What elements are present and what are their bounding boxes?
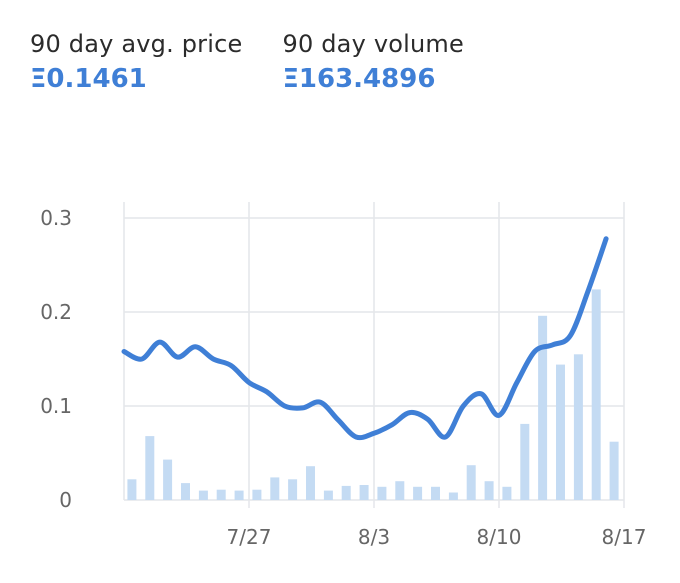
volume-bar bbox=[609, 441, 619, 500]
avg-price-stat: 90 day avg. price Ξ0.1461 bbox=[30, 30, 242, 94]
price-line-layer bbox=[121, 236, 609, 441]
volume-bar bbox=[163, 459, 173, 500]
volume-bar bbox=[270, 477, 280, 500]
avg-price-label: 90 day avg. price bbox=[30, 30, 243, 58]
volume-bar bbox=[181, 483, 190, 500]
y-axis-ticks: 0 0.1 0.2 0.3 bbox=[40, 206, 72, 512]
volume-bar bbox=[341, 485, 351, 500]
y-tick-label: 0.1 bbox=[40, 394, 72, 418]
avg-price-value: Ξ0.1461 bbox=[30, 64, 147, 94]
volume-bars bbox=[127, 289, 619, 500]
volume-bar bbox=[145, 436, 155, 500]
y-tick-label: 0.3 bbox=[40, 206, 72, 230]
volume-bar bbox=[359, 485, 369, 500]
volume-stat: 90 day volume Ξ163.4896 bbox=[282, 30, 463, 94]
volume-bar bbox=[431, 486, 440, 500]
x-tick-label: 8/10 bbox=[477, 525, 522, 549]
x-tick-label: 7/27 bbox=[227, 525, 272, 549]
volume-bar bbox=[323, 490, 333, 500]
volume-bar bbox=[377, 486, 387, 500]
y-tick-label: 0.2 bbox=[40, 300, 72, 324]
x-tick-label: 8/17 bbox=[602, 525, 647, 549]
volume-bar bbox=[502, 486, 512, 500]
volume-bar bbox=[216, 489, 226, 500]
volume-bar bbox=[288, 479, 298, 500]
volume-bar bbox=[556, 364, 565, 500]
volume-bar bbox=[448, 492, 458, 500]
volume-bar bbox=[127, 479, 137, 500]
volume-bar bbox=[413, 486, 423, 500]
volume-bar bbox=[591, 289, 601, 500]
volume-bar bbox=[484, 481, 494, 500]
volume-bar bbox=[395, 481, 405, 500]
volume-label: 90 day volume bbox=[282, 30, 464, 58]
volume-bar bbox=[573, 354, 583, 500]
volume-bar bbox=[198, 490, 208, 500]
volume-bar bbox=[234, 490, 244, 500]
stats-header: 90 day avg. price Ξ0.1461 90 day volume … bbox=[30, 30, 464, 94]
volume-bar bbox=[466, 465, 476, 500]
volume-bar bbox=[538, 315, 548, 500]
volume-bar bbox=[520, 423, 530, 500]
x-axis-ticks: 7/27 8/3 8/10 8/17 bbox=[227, 525, 647, 549]
grid-layer bbox=[123, 202, 625, 508]
volume-bar bbox=[252, 489, 262, 500]
volume-value: Ξ163.4896 bbox=[282, 64, 436, 94]
volume-bar bbox=[306, 466, 315, 500]
x-tick-label: 8/3 bbox=[358, 525, 390, 549]
price-line bbox=[121, 236, 609, 441]
y-tick-label: 0 bbox=[59, 488, 72, 512]
